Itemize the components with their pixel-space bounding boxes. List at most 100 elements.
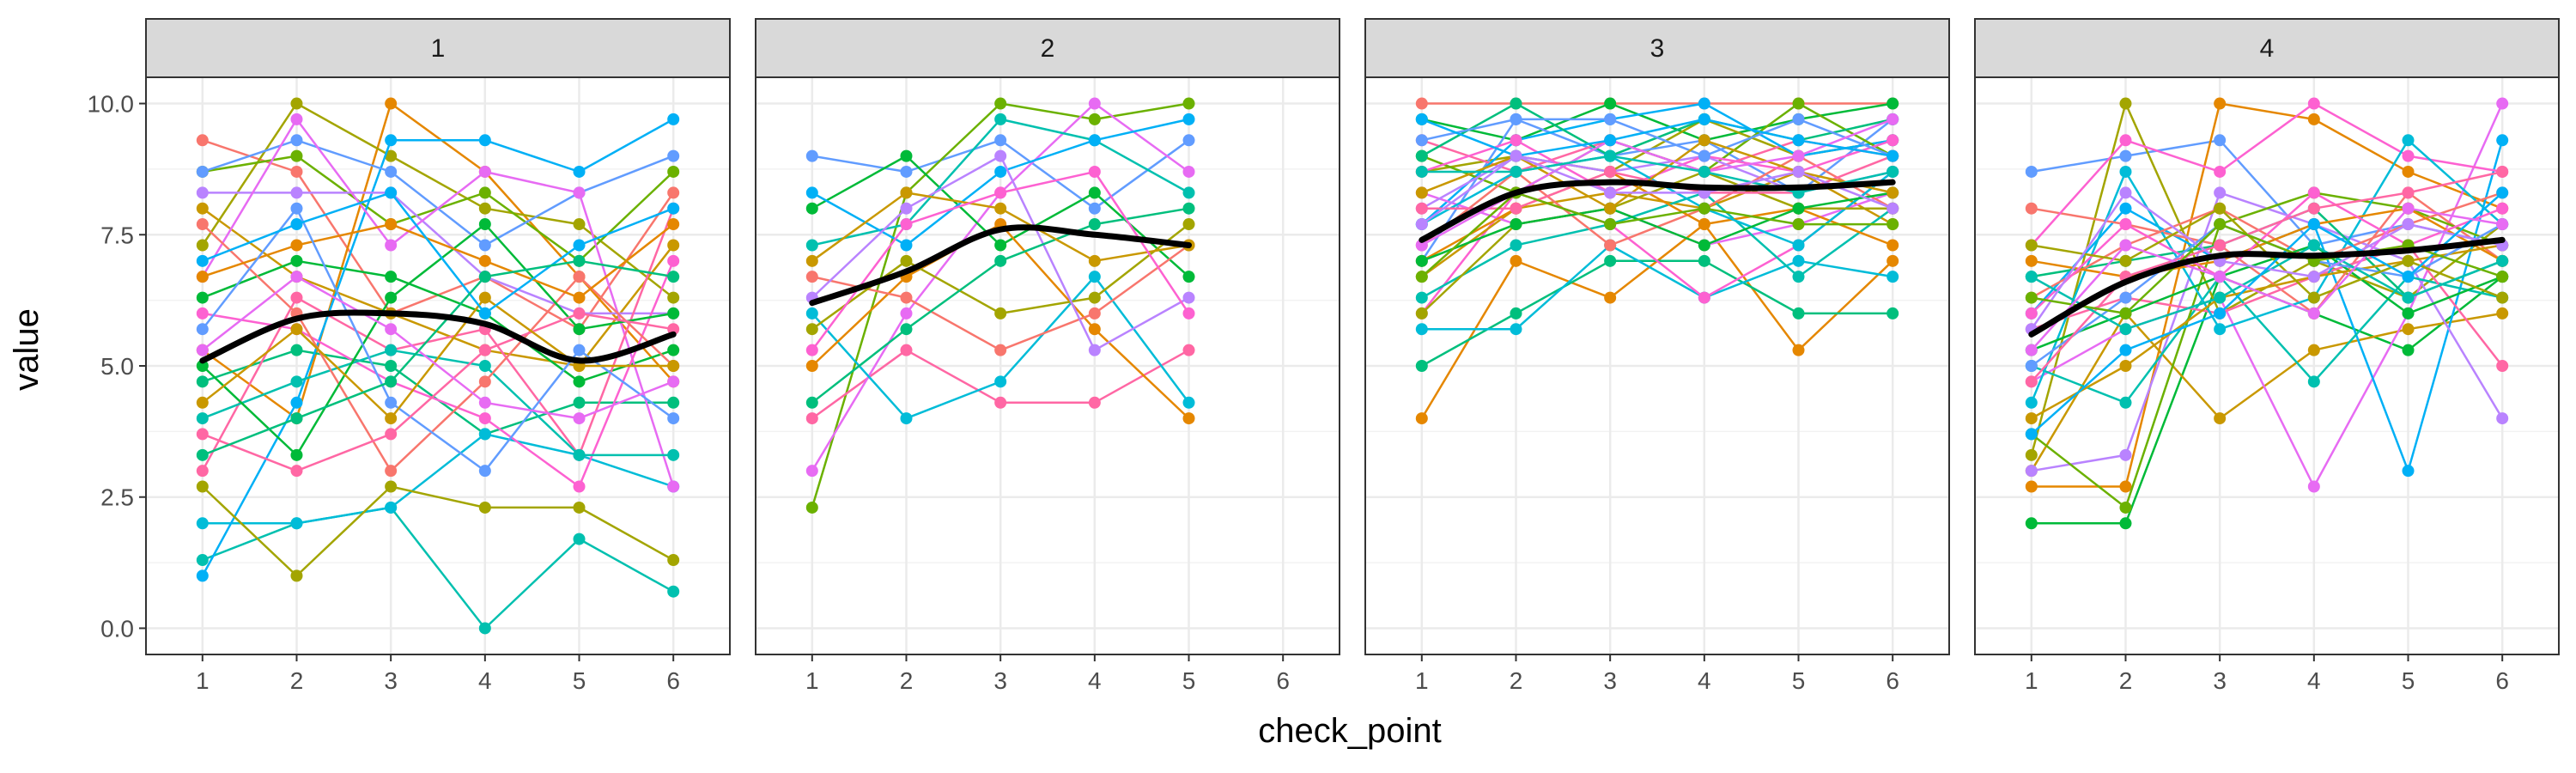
data-point bbox=[290, 569, 303, 582]
data-point bbox=[2496, 134, 2509, 147]
data-point bbox=[1698, 202, 1710, 215]
series-24 bbox=[2025, 239, 2509, 336]
x-tick-label: 4 bbox=[2307, 667, 2321, 694]
data-point bbox=[1698, 113, 1710, 125]
data-point bbox=[900, 149, 913, 162]
data-point bbox=[385, 428, 398, 441]
panel-border bbox=[1364, 76, 1950, 655]
data-point bbox=[1088, 218, 1101, 231]
data-point bbox=[1415, 165, 1428, 178]
data-point bbox=[1698, 291, 1710, 304]
data-point bbox=[478, 465, 491, 478]
data-point bbox=[290, 113, 303, 125]
data-point bbox=[1415, 254, 1428, 267]
data-point bbox=[2402, 271, 2415, 283]
data-point bbox=[1182, 396, 1195, 409]
data-point bbox=[385, 291, 398, 304]
data-point bbox=[2119, 254, 2132, 267]
data-point bbox=[805, 202, 818, 215]
data-point bbox=[1415, 202, 1428, 215]
data-point bbox=[667, 344, 680, 356]
series-line bbox=[1420, 192, 1893, 278]
data-point bbox=[2402, 134, 2415, 147]
x-tick-label: 4 bbox=[478, 667, 492, 694]
data-point bbox=[2214, 239, 2227, 252]
series-30 bbox=[1415, 149, 1899, 231]
data-point bbox=[196, 134, 209, 147]
data-point bbox=[805, 323, 818, 336]
data-point bbox=[1088, 344, 1101, 356]
data-point bbox=[900, 291, 913, 304]
data-point bbox=[1182, 271, 1195, 283]
data-point bbox=[1698, 97, 1710, 110]
data-point bbox=[994, 149, 1007, 162]
data-point bbox=[2025, 271, 2038, 283]
data-point bbox=[1510, 134, 1522, 147]
x-tick-label: 6 bbox=[666, 667, 680, 694]
facet-panel-4: 4 1 2 3 4 5 6 bbox=[1974, 18, 2560, 694]
y-axis-title: value bbox=[8, 308, 46, 391]
data-point bbox=[1604, 218, 1617, 231]
data-point bbox=[2025, 202, 2038, 215]
data-point bbox=[478, 307, 491, 320]
data-point bbox=[478, 501, 491, 514]
data-point bbox=[385, 465, 398, 478]
data-point bbox=[994, 134, 1007, 147]
x-tick-label: 5 bbox=[1182, 667, 1196, 694]
data-point bbox=[2402, 307, 2415, 320]
series-11 bbox=[805, 113, 1195, 252]
data-point bbox=[573, 165, 586, 178]
data-point bbox=[290, 165, 303, 178]
data-point bbox=[573, 218, 586, 231]
data-point bbox=[2402, 202, 2415, 215]
x-tick-label: 1 bbox=[1415, 667, 1429, 694]
data-point bbox=[805, 307, 818, 320]
data-point bbox=[667, 360, 680, 372]
series-line bbox=[2031, 244, 2503, 420]
series-line bbox=[2031, 102, 2503, 488]
data-point bbox=[667, 554, 680, 567]
series-20 bbox=[196, 218, 680, 304]
series-1 bbox=[805, 134, 1195, 215]
data-point bbox=[2307, 239, 2320, 252]
data-point bbox=[478, 239, 491, 252]
data-point bbox=[478, 271, 491, 283]
data-point bbox=[994, 344, 1007, 356]
series-line bbox=[2030, 139, 2504, 404]
data-point bbox=[1604, 202, 1617, 215]
data-point bbox=[573, 323, 586, 336]
data-point bbox=[290, 323, 303, 336]
data-point bbox=[1415, 323, 1428, 336]
data-point bbox=[1792, 254, 1805, 267]
data-point bbox=[2214, 412, 2227, 425]
data-point bbox=[290, 134, 303, 147]
data-point bbox=[2496, 202, 2509, 215]
data-point bbox=[290, 239, 303, 252]
data-point bbox=[573, 480, 586, 493]
series-line bbox=[2031, 102, 2504, 488]
series-13 bbox=[196, 113, 680, 493]
x-tick-label: 4 bbox=[1698, 667, 1711, 694]
data-point bbox=[1088, 186, 1101, 199]
x-tick-label: 2 bbox=[900, 667, 914, 694]
data-point bbox=[196, 480, 209, 493]
data-point bbox=[1604, 239, 1617, 252]
x-tick-label: 1 bbox=[2025, 667, 2038, 694]
series-line bbox=[2030, 170, 2503, 383]
trend-line bbox=[2028, 236, 2506, 338]
data-point bbox=[2402, 323, 2415, 336]
data-point bbox=[196, 569, 209, 582]
data-point bbox=[2402, 218, 2415, 231]
series-line bbox=[1421, 244, 1893, 331]
data-point bbox=[1415, 97, 1428, 110]
data-point bbox=[478, 186, 491, 199]
data-point bbox=[385, 165, 398, 178]
data-point bbox=[2402, 165, 2415, 178]
data-point bbox=[2214, 323, 2227, 336]
x-tick-label: 3 bbox=[993, 667, 1007, 694]
data-point bbox=[2214, 186, 2227, 199]
data-point bbox=[805, 239, 818, 252]
series-25 bbox=[196, 271, 680, 425]
data-point bbox=[385, 360, 398, 372]
data-point bbox=[2402, 291, 2415, 304]
